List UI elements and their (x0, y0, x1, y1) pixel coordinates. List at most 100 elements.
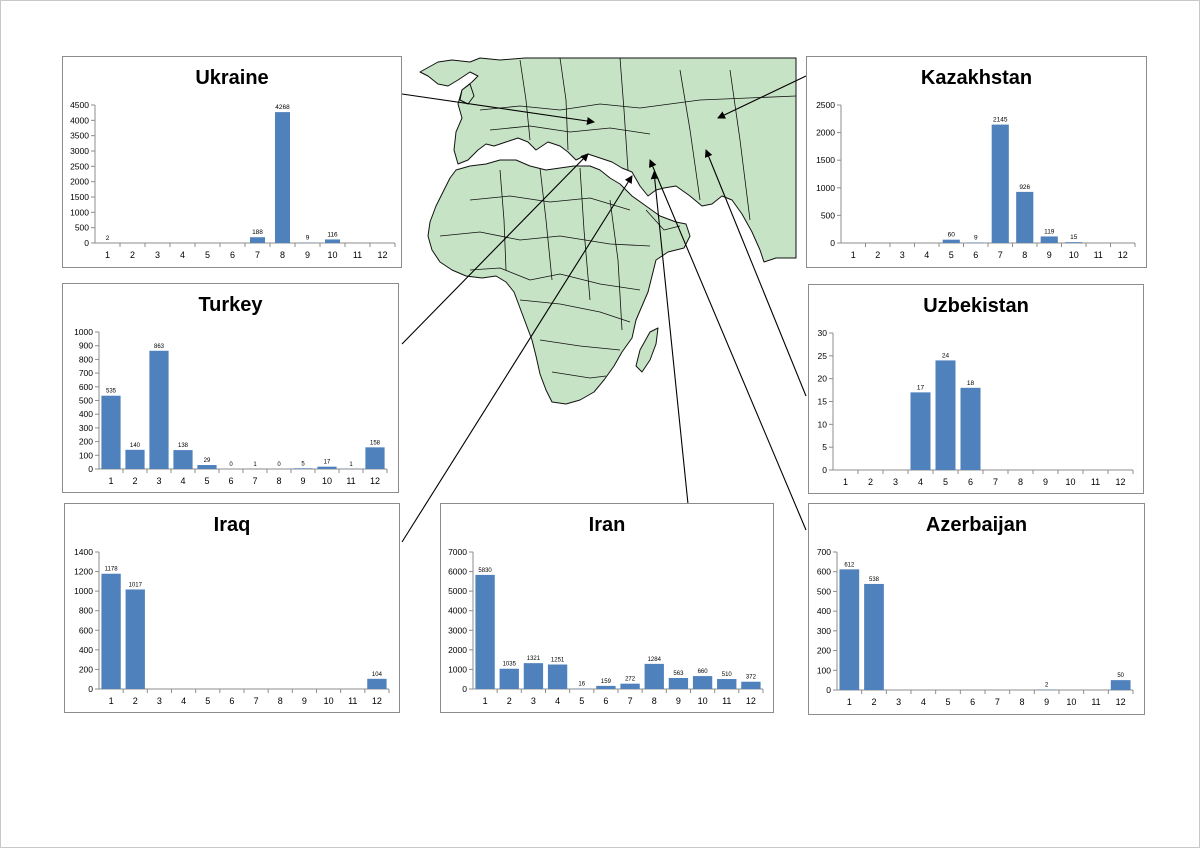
y-tick-label: 4000 (70, 115, 89, 125)
bar (692, 676, 713, 689)
chart-title: Iran (588, 514, 626, 536)
chart-title: Azerbaijan (925, 514, 1028, 536)
data-label: 4268 (275, 104, 290, 111)
x-tick-label: 2 (133, 696, 138, 706)
y-tick-label: 600 (817, 567, 831, 577)
x-tick-label: 2 (875, 250, 880, 260)
chart-turkey: Turkey 0 100 200 300 400 500 600 700 800 900 1000 1… (62, 283, 399, 493)
bar (275, 112, 290, 243)
chart-title: Iraq (213, 514, 251, 536)
data-label: 1284 (648, 657, 662, 663)
x-tick-label: 8 (278, 696, 283, 706)
x-tick-label: 7 (628, 696, 633, 706)
data-label: 1 (349, 462, 353, 468)
bar (960, 387, 981, 470)
x-tick-label: 2 (507, 696, 512, 706)
africa-landmass (427, 159, 691, 405)
x-tick-label: 10 (1066, 697, 1076, 707)
data-label: 188 (252, 229, 263, 236)
y-tick-label: 700 (79, 368, 93, 378)
x-tick-label: 4 (181, 696, 186, 706)
x-tick-label: 7 (993, 477, 998, 487)
bar (367, 678, 387, 689)
data-label: 1321 (527, 656, 541, 662)
chart-ukraine: Ukraine 0 500 1000 1500 2000 2500 3000 3500 4000… (62, 56, 402, 268)
data-label: 926 (1019, 184, 1030, 191)
y-tick-label: 6000 (448, 567, 467, 577)
x-tick-label: 6 (973, 250, 978, 260)
y-tick-label: 400 (79, 645, 93, 655)
data-label: 9 (974, 235, 978, 242)
x-tick-label: 1 (108, 476, 113, 486)
x-tick-label: 4 (180, 476, 185, 486)
x-tick-label: 12 (370, 476, 380, 486)
data-label: 29 (204, 458, 211, 464)
y-tick-label: 500 (817, 586, 831, 596)
y-tick-label: 5000 (448, 586, 467, 596)
y-tick-label: 7000 (448, 547, 467, 557)
data-label: 140 (130, 443, 141, 449)
bar-chart-iran: 0100020003000400050006000700015830210353… (448, 547, 764, 706)
y-tick-label: 2000 (70, 177, 89, 187)
bar (499, 668, 519, 689)
bar (1016, 191, 1034, 243)
y-tick-label: 400 (817, 606, 831, 616)
bar (149, 350, 169, 469)
x-tick-label: 11 (722, 696, 731, 706)
x-tick-label: 4 (918, 477, 923, 487)
y-tick-label: 100 (817, 665, 831, 675)
y-tick-label: 3000 (448, 625, 467, 635)
x-tick-label: 7 (998, 250, 1003, 260)
data-label: 18 (967, 380, 975, 387)
bar (317, 466, 337, 469)
bar (668, 677, 689, 689)
data-label: 1035 (503, 662, 517, 668)
x-tick-label: 6 (603, 696, 608, 706)
data-label: 5830 (478, 568, 492, 574)
data-label: 1 (253, 462, 257, 468)
y-tick-label: 200 (79, 437, 93, 447)
bar (839, 569, 860, 690)
bar (910, 392, 931, 470)
data-label: 372 (746, 675, 757, 681)
y-tick-label: 500 (79, 396, 93, 406)
x-tick-label: 5 (579, 696, 584, 706)
x-tick-label: 1 (847, 697, 852, 707)
y-tick-label: 900 (79, 341, 93, 351)
y-tick-label: 300 (79, 423, 93, 433)
bar (620, 683, 640, 689)
data-label: 50 (1117, 673, 1124, 679)
data-label: 15 (1070, 234, 1078, 241)
y-tick-label: 2500 (70, 161, 89, 171)
bar-chart-turkey: 0100200300400500600700800900100015352140… (74, 327, 388, 486)
y-tick-label: 400 (79, 409, 93, 419)
data-label: 119 (1044, 228, 1055, 235)
y-tick-label: 1000 (448, 664, 467, 674)
bar (101, 395, 121, 469)
x-tick-label: 9 (1043, 477, 1048, 487)
y-tick-label: 0 (84, 238, 89, 248)
data-label: 535 (106, 389, 117, 395)
chart-iraq: Iraq 0 200 400 600 800 1000 1200 1400 1 1178 2 1017… (64, 503, 400, 713)
data-label: 159 (601, 679, 612, 685)
x-tick-label: 10 (327, 250, 337, 260)
y-tick-label: 4000 (448, 606, 467, 616)
bar (475, 574, 495, 689)
x-tick-label: 4 (921, 697, 926, 707)
chart-title: Ukraine (195, 67, 269, 89)
data-label: 563 (673, 671, 684, 677)
y-tick-label: 0 (822, 465, 827, 475)
y-tick-label: 500 (821, 210, 835, 220)
data-label: 2 (106, 235, 110, 242)
x-tick-label: 9 (1044, 697, 1049, 707)
y-tick-label: 0 (462, 684, 467, 694)
x-tick-label: 11 (348, 696, 357, 706)
y-tick-label: 1200 (74, 567, 93, 577)
y-tick-label: 0 (830, 238, 835, 248)
x-tick-label: 8 (1022, 250, 1027, 260)
y-tick-label: 800 (79, 354, 93, 364)
data-label: 1178 (105, 567, 119, 573)
y-tick-label: 1400 (74, 547, 93, 557)
